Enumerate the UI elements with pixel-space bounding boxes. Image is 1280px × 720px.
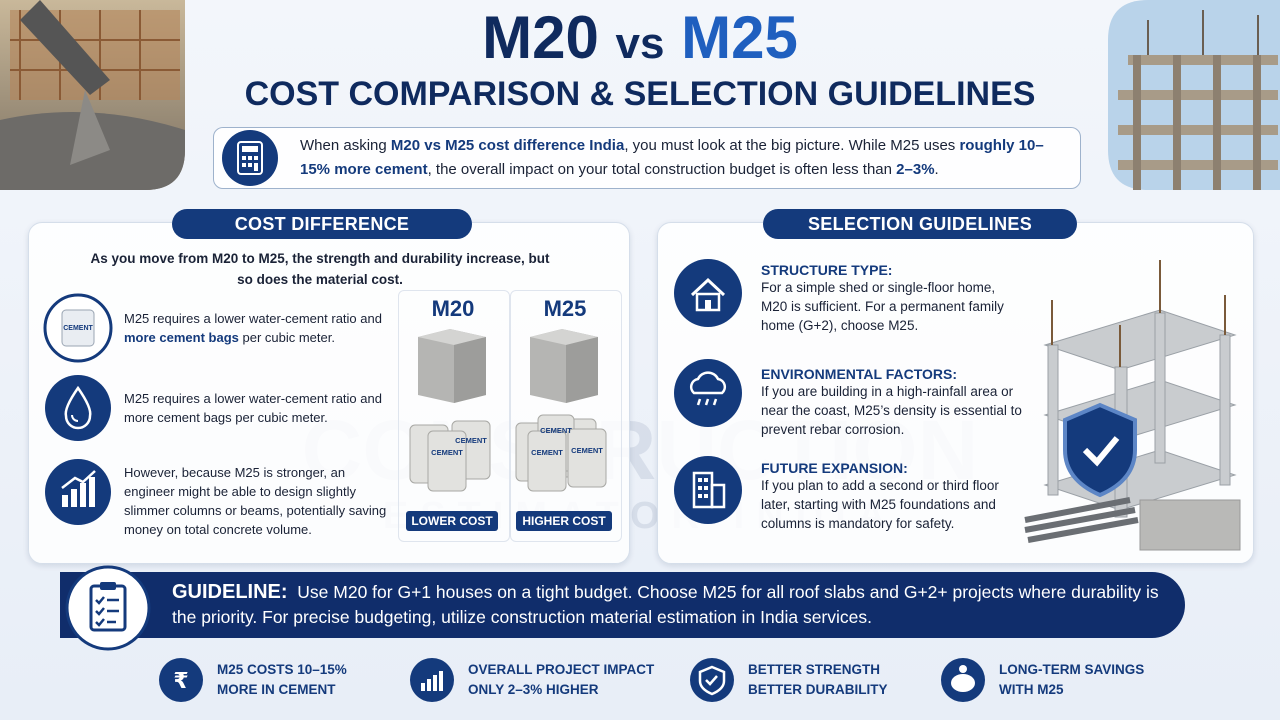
checklist-icon — [65, 565, 151, 651]
footer-line: OVERALL PROJECT IMPACT — [468, 662, 655, 677]
photo-concrete — [0, 0, 185, 190]
point-text: M25 requires a lower water-cement ratio … — [124, 309, 389, 347]
bag-label: CEMENT — [540, 426, 572, 435]
grade-label: M25 — [543, 296, 587, 321]
intro-box — [213, 127, 1081, 189]
calculator-icon — [222, 130, 278, 186]
cost-panel — [28, 222, 630, 564]
intro-segment: When asking — [300, 137, 391, 154]
guideline-body: Use M20 for G+1 houses on a tight budget… — [172, 582, 1159, 627]
bag-label: CEMENT — [571, 446, 603, 455]
intro-segment: . — [934, 161, 939, 178]
comparison-art: CEMENT CEMENT CEMENT CEMENT CEMENT — [409, 329, 607, 492]
footer-item: LONG-TERM SAVINGS WITH M25 — [999, 660, 1144, 700]
building-illustration — [1024, 260, 1241, 551]
footer-line: ONLY 2–3% HIGHER — [468, 682, 599, 697]
footer-line: MORE IN CEMENT — [217, 682, 336, 697]
footer-item: BETTER STRENGTH BETTER DURABILITY — [748, 660, 888, 700]
footer-item: OVERALL PROJECT IMPACT ONLY 2–3% HIGHER — [468, 660, 654, 700]
point-segment: M25 requires a lower water-cement ratio … — [124, 311, 382, 326]
guideline-label: GUIDELINE: — [172, 581, 288, 603]
title-vs: vs — [615, 19, 665, 68]
photo-building — [1108, 0, 1280, 190]
intro-segment: 2–3% — [896, 161, 935, 178]
guideline-title: ENVIRONMENTAL FACTORS: — [761, 366, 958, 382]
bag-label: CEMENT — [455, 436, 487, 445]
guideline-title: FUTURE EXPANSION: — [761, 460, 908, 476]
title: M20 vs M25 — [300, 2, 980, 80]
guideline-bar — [60, 572, 1185, 638]
point-segment: per cubic meter. — [238, 330, 335, 345]
rupee-glyph: ₹ — [173, 669, 188, 694]
intro-segment: roughly 10–15% more cement — [300, 137, 1044, 178]
intro-segment: , the overall impact on your total const… — [427, 161, 897, 178]
compare-column — [398, 290, 510, 542]
footer-line: BETTER STRENGTH — [748, 662, 881, 677]
guideline-item: ENVIRONMENTAL FACTORS: If you are buildi… — [761, 366, 1023, 439]
guideline-text: If you are building in a high-rainfall a… — [761, 384, 1022, 437]
footer-line: BETTER DURABILITY — [748, 682, 888, 697]
footer-item: M25 COSTS 10–15% MORE IN CEMENT — [217, 660, 347, 700]
guideline-title: STRUCTURE TYPE: — [761, 262, 893, 278]
title-grade: M25 — [681, 4, 798, 71]
grade-label: M20 — [431, 296, 475, 321]
subtitle: COST COMPARISON & SELECTION GUIDELINES — [244, 75, 1036, 113]
bag-label: CEMENT — [63, 325, 93, 332]
footer-line: LONG-TERM SAVINGS — [999, 662, 1145, 677]
guideline-text: If you plan to add a second or third flo… — [761, 478, 999, 531]
footer-line: WITH M25 — [999, 682, 1064, 697]
intro-segment: M20 vs M25 cost difference India — [390, 137, 625, 154]
guideline-item: STRUCTURE TYPE: For a simple shed or sin… — [761, 262, 1023, 335]
point-text: M25 requires a lower water-cement ratio … — [124, 391, 382, 425]
guideline-text: GUIDELINE: Use M20 for G+1 houses on a t… — [172, 580, 1172, 630]
cost-tag: HIGHER COST — [516, 511, 612, 531]
footer-line: M25 COSTS 10–15% — [217, 662, 347, 677]
compare-column — [510, 290, 622, 542]
footer-icons: ₹ — [159, 658, 985, 702]
section-heading: COST DIFFERENCE — [172, 209, 472, 239]
guideline-text: For a simple shed or single-floor home, … — [761, 280, 1004, 333]
intro-segment: , you must look at the big picture. Whil… — [624, 137, 960, 154]
point-icons: CEMENT — [43, 293, 113, 525]
section-heading: SELECTION GUIDELINES — [763, 209, 1077, 239]
bag-label: CEMENT — [531, 448, 563, 457]
point-segment: more cement bags — [124, 330, 239, 345]
guideline-item: FUTURE EXPANSION: If you plan to add a s… — [761, 460, 1023, 533]
point-text: However, because M25 is stronger, an eng… — [124, 465, 387, 537]
bag-label: CEMENT — [431, 448, 463, 457]
guideline-icons — [674, 259, 742, 524]
cost-lead: As you move from M20 to M25, the strengt… — [90, 251, 550, 287]
intro-text: When asking M20 vs M25 cost difference I… — [300, 134, 1070, 182]
title-grade: M20 — [482, 4, 599, 71]
cost-tag: LOWER COST — [406, 511, 498, 531]
